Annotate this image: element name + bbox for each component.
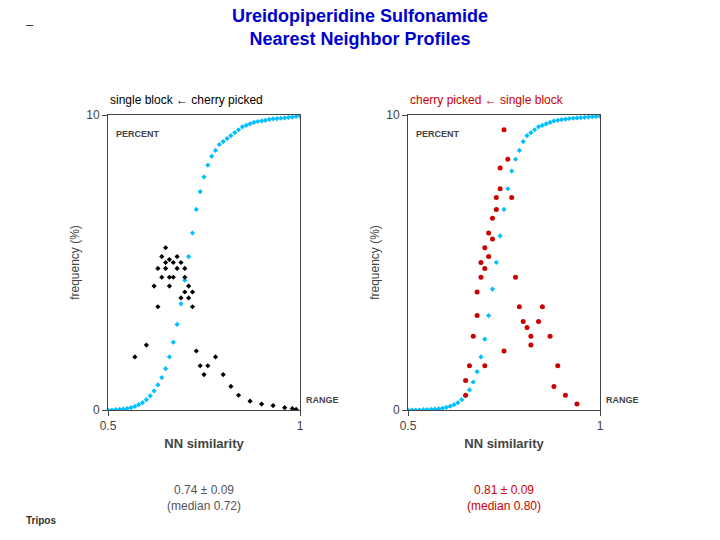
- svg-text:frequency (%): frequency (%): [68, 225, 82, 300]
- svg-text:NN similarity: NN similarity: [164, 436, 244, 451]
- svg-text:PERCENT: PERCENT: [116, 129, 160, 139]
- svg-text:0.81 ± 0.09(median 0.80): 0.81 ± 0.09(median 0.80): [467, 483, 541, 513]
- svg-text:1: 1: [297, 419, 304, 433]
- svg-text:RANGE: RANGE: [606, 395, 639, 405]
- svg-text:1: 1: [597, 419, 604, 433]
- svg-text:10: 10: [386, 108, 400, 122]
- svg-text:0.74 ± 0.09(median 0.72): 0.74 ± 0.09(median 0.72): [167, 483, 241, 513]
- svg-text:0.5: 0.5: [400, 419, 417, 433]
- svg-text:PERCENT: PERCENT: [416, 129, 460, 139]
- svg-text:0.5: 0.5: [100, 419, 117, 433]
- svg-text:10: 10: [86, 108, 100, 122]
- svg-text:0: 0: [93, 403, 100, 417]
- svg-text:0: 0: [393, 403, 400, 417]
- svg-text:NN similarity: NN similarity: [464, 436, 544, 451]
- svg-text:cherry picked ← single block: cherry picked ← single block: [410, 93, 564, 107]
- svg-text:RANGE: RANGE: [306, 395, 339, 405]
- svg-text:Ureidopiperidine SulfonamideNe: Ureidopiperidine SulfonamideNearest Neig…: [232, 6, 488, 49]
- svg-text:–: –: [26, 17, 34, 32]
- svg-text:frequency (%): frequency (%): [368, 225, 382, 300]
- svg-text:Tripos: Tripos: [26, 515, 56, 526]
- svg-text:single block ← cherry picked: single block ← cherry picked: [110, 93, 263, 107]
